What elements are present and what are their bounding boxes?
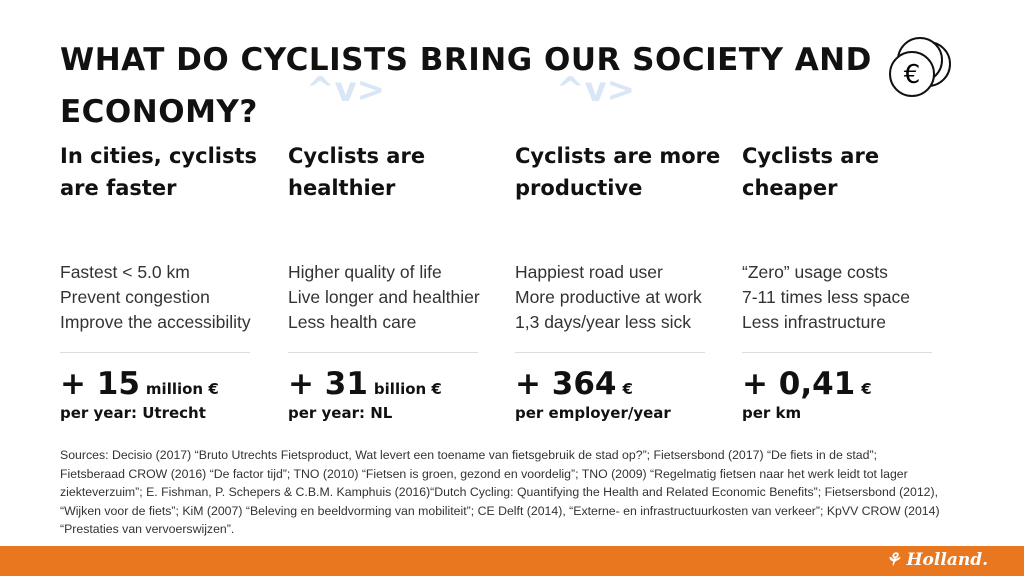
divider xyxy=(60,352,250,353)
footer-bar: ⚘ Holland. xyxy=(0,546,1024,576)
divider xyxy=(742,352,932,353)
bullet: 7-11 times less space xyxy=(742,287,910,307)
logo-text: Holland. xyxy=(906,550,989,570)
watermark-icon: ^v> xyxy=(556,70,636,110)
divider xyxy=(515,352,705,353)
unit: € xyxy=(861,380,872,398)
watermark-icon: ^v> xyxy=(306,70,386,110)
euro-coins-icon: € xyxy=(889,37,951,97)
bullet: Live longer and healthier xyxy=(288,287,480,307)
tulip-icon: ⚘ xyxy=(885,550,901,570)
column-cheaper: Cyclists are cheaper “Zero” usage costs … xyxy=(742,140,957,422)
column-heading: Cyclists are more productive xyxy=(515,144,721,200)
value: + 15 xyxy=(60,366,140,402)
column-faster: In cities, cyclists are faster Fastest <… xyxy=(60,140,275,422)
bullet: Prevent congestion xyxy=(60,287,210,307)
unit: billion € xyxy=(373,380,442,398)
column-healthier: Cyclists are healthier Higher quality of… xyxy=(288,140,503,422)
column-heading: Cyclists are healthier xyxy=(288,144,426,200)
bullet: Improve the accessibility xyxy=(60,312,251,332)
value: + 0,41 xyxy=(742,366,856,402)
bullet: Less infrastructure xyxy=(742,312,886,332)
bullet: 1,3 days/year less sick xyxy=(515,312,692,332)
bullet: More productive at work xyxy=(515,287,702,307)
column-heading: Cyclists are cheaper xyxy=(742,144,880,200)
value-caption: per km xyxy=(742,404,802,422)
unit: € xyxy=(622,380,633,398)
value-caption: per year: NL xyxy=(288,404,393,422)
bullet: Less health care xyxy=(288,312,417,332)
value: + 31 xyxy=(288,366,368,402)
value: + 364 xyxy=(515,366,617,402)
value-caption: per employer/year xyxy=(515,404,671,422)
sources-text: Sources: Decisio (2017) “Bruto Utrechts … xyxy=(60,448,940,536)
bullet: Happiest road user xyxy=(515,262,663,282)
bullet: Fastest < 5.0 km xyxy=(60,262,190,282)
euro-symbol: € xyxy=(904,60,921,90)
page-title: WHAT DO CYCLISTS BRING OUR SOCIETY AND E… xyxy=(60,42,872,130)
column-heading: In cities, cyclists are faster xyxy=(60,144,258,200)
bullet: “Zero” usage costs xyxy=(742,262,888,282)
holland-logo: ⚘ Holland. xyxy=(885,550,988,570)
bullet: Higher quality of life xyxy=(288,262,442,282)
unit: million € xyxy=(145,380,219,398)
column-productive: Cyclists are more productive Happiest ro… xyxy=(515,140,730,422)
value-caption: per year: Utrecht xyxy=(60,404,206,422)
divider xyxy=(288,352,478,353)
